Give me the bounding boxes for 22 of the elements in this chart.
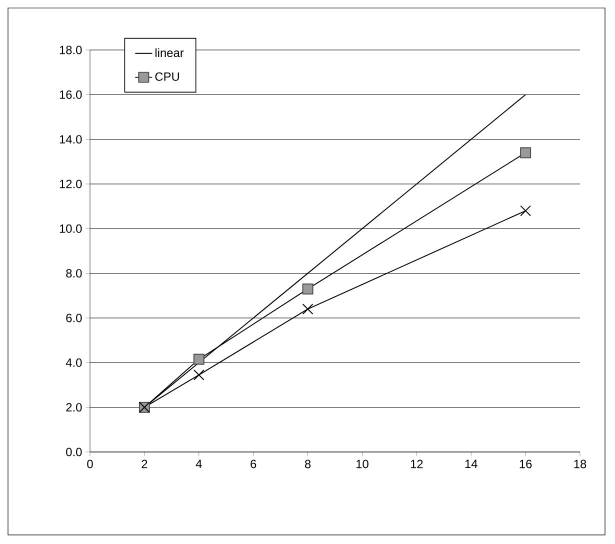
x-tick-label: 14	[465, 460, 478, 468]
x-tick-label: 18	[574, 460, 586, 468]
x-tick-label: 6	[250, 460, 256, 468]
y-tick-label: 2.0	[66, 403, 82, 412]
y-tick-label: 16.0	[60, 90, 82, 99]
x-tick-label: 0	[87, 460, 93, 468]
x-tick-label: 16	[520, 460, 532, 468]
y-tick-label: 12.0	[60, 180, 82, 188]
legend-label: linear	[155, 48, 184, 58]
y-tick-label: 18.0	[60, 46, 82, 54]
y-tick-label: 6.0	[66, 314, 82, 322]
x-tick-label: 4	[196, 460, 202, 468]
y-tick-label: 4.0	[66, 358, 82, 367]
y-tick-label: 0.0	[66, 448, 82, 456]
x-tick-label: 12	[410, 460, 423, 468]
x-tick-label: 10	[356, 460, 368, 468]
x-tick-label: 2	[142, 460, 148, 468]
y-tick-label: 8.0	[66, 269, 82, 278]
y-tick-label: 14.0	[60, 135, 82, 144]
legend-label: CPU	[155, 72, 179, 81]
x-tick-label: 8	[304, 460, 311, 468]
y-tick-label: 10.0	[60, 224, 82, 233]
